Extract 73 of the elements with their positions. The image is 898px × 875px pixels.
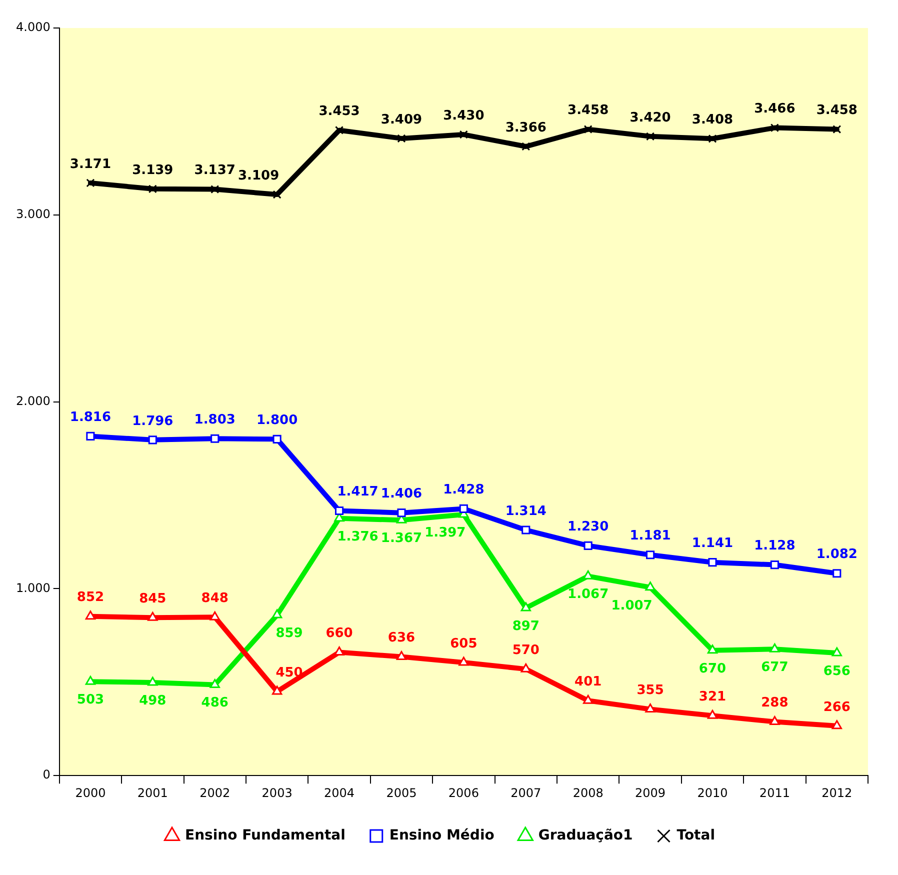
- data-label: 636: [388, 630, 416, 646]
- data-label: 401: [574, 674, 602, 690]
- data-label: 897: [512, 618, 540, 634]
- x-tick-label: 2000: [75, 786, 106, 800]
- data-label: 848: [201, 590, 228, 606]
- data-label: 3.453: [318, 104, 360, 120]
- data-label: 1.397: [424, 525, 466, 540]
- y-tick-label: 0: [42, 768, 50, 782]
- data-label: 1.800: [256, 413, 298, 428]
- data-label: 1.128: [754, 538, 796, 554]
- data-label: 355: [636, 683, 664, 698]
- data-label: 1.816: [70, 410, 112, 426]
- data-label: 3.458: [816, 103, 858, 118]
- data-label: 486: [201, 696, 228, 711]
- data-label: 660: [326, 626, 353, 642]
- data-label: 1.367: [380, 530, 422, 546]
- x-tick-label: 2010: [697, 786, 728, 800]
- data-label: 3.409: [380, 112, 422, 128]
- data-label: 3.139: [132, 162, 174, 178]
- legend-label: Total: [676, 828, 715, 844]
- data-label: 1.082: [816, 547, 858, 562]
- data-label: 677: [761, 660, 788, 675]
- data-label: 498: [139, 693, 166, 708]
- data-label: 670: [698, 661, 726, 676]
- x-tick-label: 2012: [822, 786, 852, 800]
- data-label: 1.230: [568, 520, 609, 535]
- data-label: 1.796: [132, 414, 174, 429]
- data-label: 3.109: [238, 168, 280, 184]
- data-label: 3.408: [692, 112, 734, 128]
- data-label: 288: [761, 696, 788, 711]
- data-label: 3.137: [194, 163, 236, 178]
- legend-label: Ensino Médio: [389, 828, 495, 844]
- data-label: 3.458: [568, 103, 609, 118]
- x-tick-label: 2011: [759, 786, 790, 800]
- data-label: 503: [76, 692, 104, 708]
- data-label: 3.420: [630, 110, 671, 126]
- legend-label: Ensino Fundamental: [185, 828, 346, 844]
- data-label: 859: [276, 626, 303, 641]
- data-label: 1.007: [611, 598, 652, 614]
- data-label: 3.466: [754, 102, 796, 117]
- y-tick-label: 3.000: [16, 207, 50, 222]
- data-label: 1.803: [194, 412, 236, 428]
- data-label: 1.428: [443, 482, 484, 498]
- data-label: 1.314: [505, 504, 546, 519]
- x-tick-label: 2007: [510, 786, 542, 800]
- x-tick-label: 2004: [324, 786, 355, 800]
- x-tick-label: 2003: [262, 786, 292, 800]
- y-tick-label: 1.000: [16, 580, 50, 595]
- data-label: 1.406: [380, 486, 422, 502]
- y-tick-label: 2.000: [16, 394, 50, 408]
- data-label: 1.376: [337, 529, 378, 544]
- data-label: 3.430: [443, 108, 484, 124]
- legend-label: Graduação1: [538, 828, 633, 844]
- data-label: 266: [823, 700, 850, 715]
- data-label: 3.366: [505, 120, 546, 136]
- data-label: 570: [512, 642, 540, 658]
- data-label: 1.181: [630, 528, 671, 544]
- x-tick-label: 2008: [572, 786, 604, 800]
- x-tick-label: 2009: [635, 786, 666, 800]
- data-label: 3.171: [70, 156, 112, 172]
- data-label: 1.067: [568, 587, 609, 602]
- data-label: 605: [450, 636, 478, 652]
- x-tick-label: 2002: [200, 786, 230, 800]
- data-label: 852: [76, 590, 104, 606]
- y-tick-label: 4.000: [16, 20, 50, 34]
- data-label: 1.417: [337, 484, 378, 500]
- data-label: 1.141: [692, 536, 734, 552]
- data-label: 321: [698, 689, 726, 704]
- data-label: 845: [139, 592, 166, 607]
- data-label: 656: [823, 664, 850, 679]
- x-tick-label: 2001: [137, 786, 168, 800]
- x-tick-label: 2005: [386, 786, 417, 800]
- x-tick-label: 2006: [448, 786, 479, 800]
